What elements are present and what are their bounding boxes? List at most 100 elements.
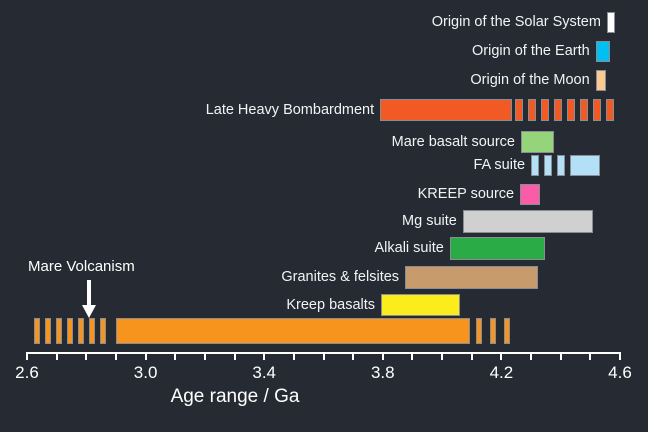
bar-row-origin-of-the-earth: Origin of the Earth [0, 41, 648, 62]
axis-tick-label: 2.6 [15, 363, 39, 382]
bar-segment [554, 99, 563, 121]
bar-segment [520, 184, 541, 205]
bar-segments-origin-of-the-solar-system [0, 12, 648, 33]
bar-row-origin-of-the-moon: Origin of the Moon [0, 70, 648, 91]
bar-segment [67, 318, 73, 344]
bar-label-granites-felsites: Granites & felsites [281, 269, 400, 285]
axis-tick-label: 4.6 [608, 363, 632, 382]
bar-label-alkali-suite: Alkali suite [374, 240, 444, 256]
axis-tick [233, 352, 236, 360]
bar-segment [45, 318, 51, 344]
axis-tick [441, 352, 444, 360]
axis-tick [85, 352, 88, 360]
bar-segment [570, 155, 601, 176]
bar-segment [593, 99, 602, 121]
bar-segment [595, 41, 610, 62]
bar-row-mg-suite: Mg suite [0, 210, 648, 233]
bar-segment [595, 70, 606, 91]
bar-label-origin-of-the-earth: Origin of the Earth [472, 43, 590, 59]
bar-segment [606, 12, 615, 33]
axis-tick [263, 352, 266, 360]
bar-segment [77, 318, 84, 344]
bar-segments-late-heavy-bombardment [0, 99, 648, 121]
bar-segment [520, 131, 555, 153]
bar-segments-kreep-basalts [0, 294, 648, 316]
axis-tick [411, 352, 414, 360]
axis-tick [174, 352, 177, 360]
bar-segment [405, 266, 538, 289]
bar-segment [515, 99, 524, 121]
bar-row-alkali-suite: Alkali suite [0, 237, 648, 260]
axis-tick-label: 4.2 [489, 363, 514, 382]
bar-segment [56, 318, 62, 344]
bar-segment [489, 318, 496, 344]
axis-tick [500, 352, 503, 360]
bar-row-late-heavy-bombardment: Late Heavy Bombardment [0, 99, 648, 121]
bar-row-kreep-basalts: Kreep basalts [0, 294, 648, 316]
axis-tick [470, 352, 473, 360]
bar-segments-kreep-source [0, 184, 648, 205]
bar-segment [557, 155, 566, 176]
axis-title: Age range / Ga [170, 386, 300, 407]
axis-tick [559, 352, 562, 360]
bar-row-granites-felsites: Granites & felsites [0, 266, 648, 289]
bar-segments-alkali-suite [0, 237, 648, 260]
bar-row-mare-basalt-source: Mare basalt source [0, 131, 648, 153]
bar-row-fa-suite: FA suite [0, 155, 648, 176]
bar-segment [34, 318, 41, 344]
bar-segments-fa-suite [0, 155, 648, 176]
down-arrow-icon [82, 280, 96, 320]
bar-segment [580, 99, 589, 121]
axis-tick [55, 352, 58, 360]
bar-segments-origin-of-the-earth [0, 41, 648, 62]
bar-segment [380, 99, 513, 121]
bar-segment [541, 99, 550, 121]
bar-segment [606, 99, 615, 121]
bar-row-mare-volcanism [0, 318, 648, 344]
bar-segment [381, 294, 460, 316]
bar-segment [503, 318, 510, 344]
axis-tick [381, 352, 384, 360]
bar-segments-mare-basalt-source [0, 131, 648, 153]
axis-tick-label: 3.8 [370, 363, 395, 382]
axis-tick [292, 352, 295, 360]
bar-segment [449, 237, 545, 260]
bar-segment [462, 210, 593, 233]
bar-segment [544, 155, 553, 176]
bar-segments-origin-of-the-moon [0, 70, 648, 91]
bar-segment [531, 155, 540, 176]
bar-row-kreep-source: KREEP source [0, 184, 648, 205]
axis-tick [114, 352, 117, 360]
bar-segments-mare-volcanism [0, 318, 648, 344]
bar-label-kreep-basalts: Kreep basalts [286, 297, 376, 313]
bar-label-origin-of-the-solar-system: Origin of the Solar System [431, 14, 601, 30]
axis-tick [322, 352, 325, 360]
axis-tick [26, 352, 28, 360]
bar-segment [115, 318, 470, 344]
bar-label-fa-suite: FA suite [473, 157, 526, 173]
axis-tick-label: 3.0 [133, 363, 158, 382]
bar-label-mare-basalt-source: Mare basalt source [391, 134, 515, 150]
bar-label-kreep-source: KREEP source [417, 186, 515, 202]
axis-tick [619, 352, 621, 360]
annotation-label: Mare Volcanism [28, 258, 135, 275]
axis-tick [352, 352, 355, 360]
axis-tick [530, 352, 533, 360]
bar-row-origin-of-the-solar-system: Origin of the Solar System [0, 12, 648, 33]
bar-segment [528, 99, 537, 121]
bar-segment [475, 318, 482, 344]
bar-label-late-heavy-bombardment: Late Heavy Bombardment [205, 102, 375, 118]
bar-segment [567, 99, 576, 121]
bar-segment [88, 318, 95, 344]
bar-segments-granites-felsites [0, 266, 648, 289]
axis-tick [589, 352, 592, 360]
bar-segment [99, 318, 106, 344]
x-axis: 2.6 3.0 3.4 3.8 4.2 4.6 [0, 352, 648, 432]
bar-segments-mg-suite [0, 210, 648, 233]
axis-tick [144, 352, 147, 360]
bar-label-origin-of-the-moon: Origin of the Moon [470, 72, 590, 88]
bar-label-mg-suite: Mg suite [402, 213, 457, 229]
axis-tick [203, 352, 206, 360]
axis-tick-label: 3.4 [252, 363, 277, 382]
